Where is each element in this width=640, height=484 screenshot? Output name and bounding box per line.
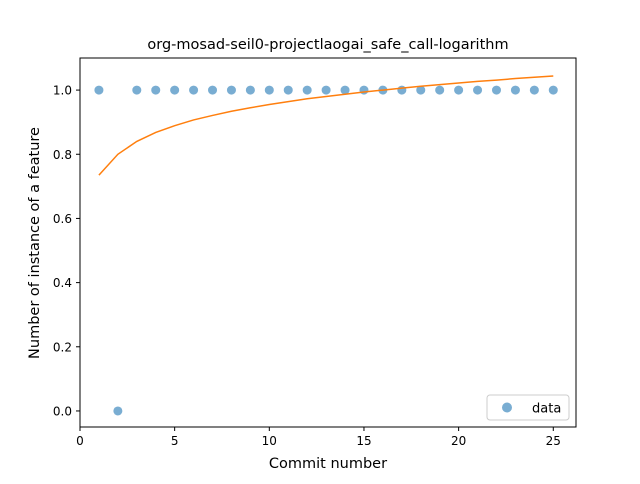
data-point (435, 85, 445, 95)
data-point (416, 85, 426, 95)
y-tick-label: 0.6 (53, 212, 72, 226)
chart-title: org-mosad-seil0-projectlaogai_safe_call-… (147, 37, 508, 53)
plot-area (79, 57, 577, 428)
data-point (454, 85, 464, 95)
legend-marker-data (502, 402, 512, 413)
data-point (94, 85, 104, 95)
axes-frame (79, 57, 577, 428)
data-point (245, 85, 255, 95)
legend: data (486, 394, 570, 421)
data-point (132, 85, 142, 95)
x-tick-label: 5 (171, 434, 179, 448)
fit-line (98, 75, 554, 176)
x-tick-label: 25 (546, 434, 561, 448)
data-point (321, 85, 331, 95)
data-point (264, 85, 274, 95)
data-point (491, 85, 501, 95)
data-point (226, 85, 236, 95)
data-point (529, 85, 539, 95)
x-axis-label: Commit number (269, 456, 387, 472)
x-tick-label: 0 (76, 434, 84, 448)
x-tick-label: 15 (356, 434, 371, 448)
data-point (397, 85, 407, 95)
y-axis-label: Number of instance of a feature (27, 127, 43, 359)
data-point (189, 85, 199, 95)
data-point (473, 85, 483, 95)
data-point (548, 85, 558, 95)
x-axis: 0 5 10 15 20 25 (76, 427, 561, 448)
data-point (208, 85, 218, 95)
data-point (283, 85, 293, 95)
x-tick-label: 10 (262, 434, 277, 448)
legend-label-data: data (532, 402, 561, 417)
legend-box (486, 394, 570, 421)
data-point (359, 85, 369, 95)
y-tick-label: 0.2 (53, 340, 72, 354)
data-point (170, 85, 180, 95)
y-tick-label: 0.0 (53, 404, 72, 418)
y-axis: 0.0 0.2 0.4 0.6 0.8 1.0 (53, 84, 80, 418)
y-tick-label: 0.8 (53, 148, 72, 162)
y-tick-label: 1.0 (53, 84, 72, 98)
y-tick-label: 0.4 (53, 276, 72, 290)
data-point (151, 85, 161, 95)
data-point (510, 85, 520, 95)
data-point (302, 85, 312, 95)
data-point (340, 85, 350, 95)
data-point (113, 406, 123, 416)
x-tick-label: 20 (451, 434, 466, 448)
